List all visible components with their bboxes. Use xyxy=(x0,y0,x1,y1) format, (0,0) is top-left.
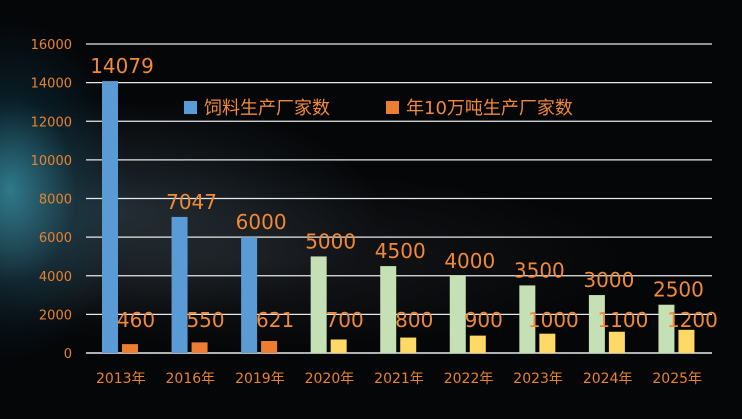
bar xyxy=(380,266,397,353)
bar xyxy=(658,304,675,353)
data-label: 5000 xyxy=(305,229,356,253)
bar xyxy=(608,331,625,353)
x-tick-label: 2024年 xyxy=(583,371,633,387)
data-label: 550 xyxy=(186,308,224,332)
gridlines xyxy=(86,43,712,354)
y-tick-label: 0 xyxy=(64,347,72,362)
legend: 饲料生产厂家数 年10万吨生产厂家数 xyxy=(184,98,573,119)
data-label: 1200 xyxy=(667,308,718,332)
bar xyxy=(469,335,486,353)
x-tick-label: 2025年 xyxy=(652,371,702,387)
bar xyxy=(400,337,417,353)
y-axis-ticks: 0 2000 4000 6000 8000 10000 12000 14000 16000 xyxy=(31,38,72,362)
data-label: 1000 xyxy=(528,308,579,332)
bar xyxy=(678,329,695,353)
bar xyxy=(330,339,347,353)
data-label: 6000 xyxy=(236,210,287,234)
data-label: 1100 xyxy=(597,308,648,332)
legend-label: 年10万吨生产厂家数 xyxy=(406,98,573,119)
data-label: 3500 xyxy=(514,258,565,282)
data-label: 2500 xyxy=(653,278,704,302)
bar xyxy=(241,237,258,353)
x-tick-label: 2016年 xyxy=(166,371,216,387)
y-tick-label: 6000 xyxy=(39,231,72,246)
x-tick-label: 2023年 xyxy=(513,371,563,387)
legend-swatch xyxy=(386,101,399,114)
y-tick-label: 16000 xyxy=(31,38,72,53)
x-tick-label: 2022年 xyxy=(444,371,494,387)
bar xyxy=(449,275,466,353)
bar xyxy=(519,285,536,353)
x-tick-label: 2020年 xyxy=(305,371,355,387)
data-label: 7047 xyxy=(166,190,217,214)
data-label: 14079 xyxy=(90,54,154,78)
y-tick-label: 12000 xyxy=(31,115,72,130)
x-tick-label: 2021年 xyxy=(374,371,424,387)
data-label: 700 xyxy=(326,308,364,332)
bars xyxy=(102,81,695,354)
y-tick-label: 8000 xyxy=(39,193,72,208)
x-tick-label: 2013年 xyxy=(96,371,146,387)
legend-label: 饲料生产厂家数 xyxy=(204,98,330,119)
data-label: 4500 xyxy=(375,239,426,263)
bar xyxy=(588,295,605,353)
data-label: 4000 xyxy=(444,249,495,273)
x-tick-label: 2019年 xyxy=(235,371,285,387)
bar xyxy=(539,333,556,353)
data-label: 460 xyxy=(117,308,155,332)
bar xyxy=(310,256,327,353)
bar xyxy=(261,341,278,353)
y-tick-label: 4000 xyxy=(39,270,72,285)
legend-swatch xyxy=(184,101,197,114)
bar xyxy=(191,342,208,353)
y-tick-label: 2000 xyxy=(39,308,72,323)
data-label: 621 xyxy=(256,308,294,332)
data-labels: 14079 7047 6000 5000 4500 4000 3500 3000 2500 460… xyxy=(90,54,718,332)
data-label: 900 xyxy=(465,308,503,332)
bar xyxy=(171,216,188,353)
data-label: 3000 xyxy=(583,268,634,292)
data-label: 800 xyxy=(395,308,433,332)
y-tick-label: 14000 xyxy=(31,77,72,92)
bar xyxy=(102,81,118,354)
x-axis-ticks: 2013年 2016年 2019年 2020年 2021年 2022年 2023年 2024年… xyxy=(96,371,702,387)
y-tick-label: 10000 xyxy=(31,154,72,169)
bar xyxy=(122,344,138,353)
